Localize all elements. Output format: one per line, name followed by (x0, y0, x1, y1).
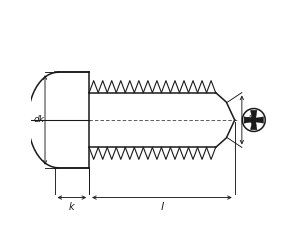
Text: dk: dk (34, 115, 44, 125)
Polygon shape (250, 110, 257, 120)
Text: d: d (245, 115, 251, 125)
Text: l: l (160, 202, 164, 212)
Text: k: k (69, 202, 75, 212)
Polygon shape (250, 120, 257, 130)
Polygon shape (254, 117, 263, 123)
Polygon shape (244, 117, 254, 123)
Polygon shape (251, 117, 256, 123)
